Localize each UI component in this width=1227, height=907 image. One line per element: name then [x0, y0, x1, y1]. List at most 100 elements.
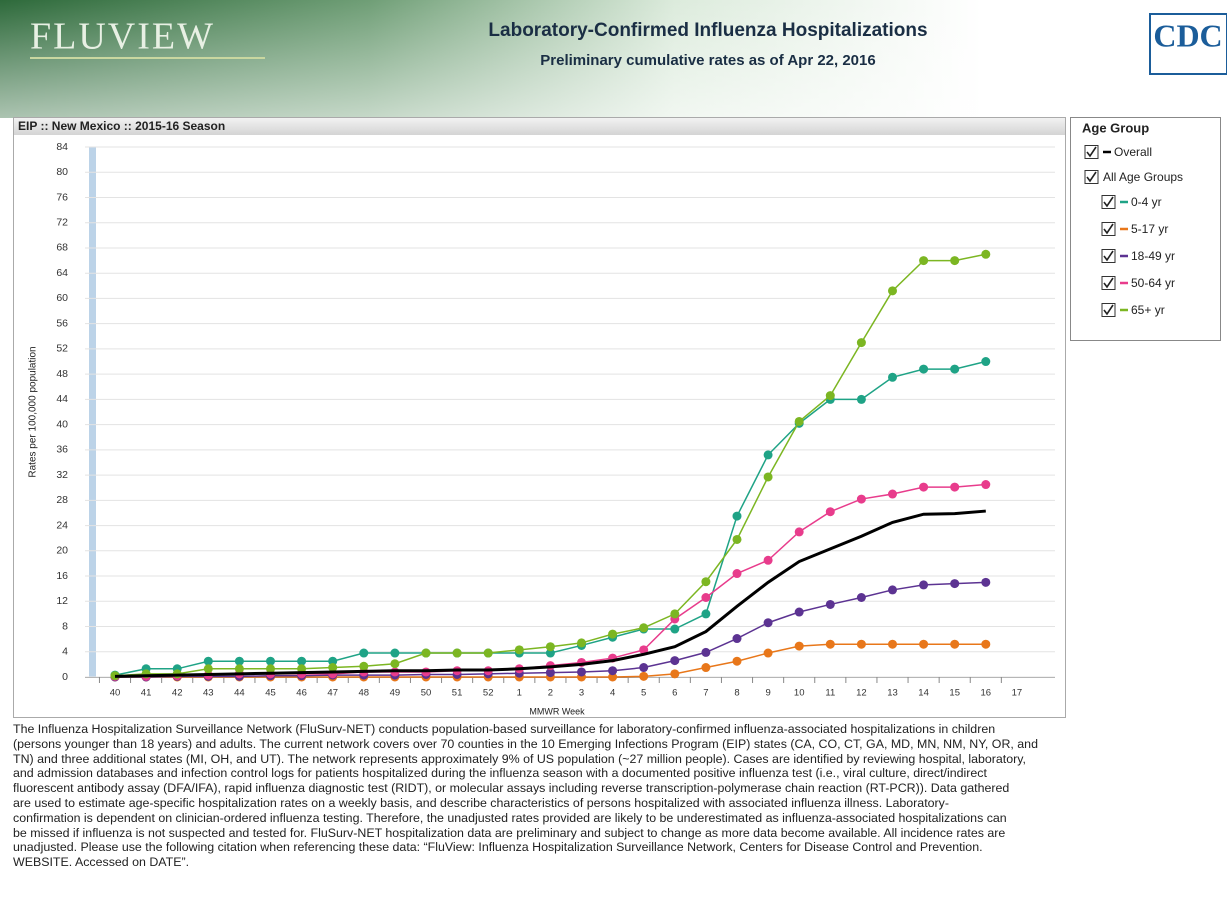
data-point	[328, 656, 338, 666]
y-tick-label: 72	[56, 216, 68, 228]
y-tick-label: 4	[62, 646, 68, 658]
chart-title-bar	[14, 118, 1065, 135]
x-tick-label: 50	[421, 688, 432, 699]
y-tick-label: 56	[56, 317, 68, 329]
data-point	[545, 648, 555, 658]
x-tick-label: 48	[359, 688, 370, 699]
x-tick-label: 43	[203, 688, 214, 699]
checkmark	[1103, 304, 1114, 316]
data-point	[981, 480, 991, 490]
checkmark	[1103, 250, 1114, 262]
y-tick-label: 16	[56, 570, 68, 582]
logo: FLUVIEW	[30, 16, 215, 58]
data-point	[639, 671, 649, 681]
x-tick-label: 41	[141, 688, 152, 699]
data-point	[950, 579, 960, 589]
y-tick-label: 24	[56, 519, 68, 531]
legend-label[interactable]: 0-4 yr	[1131, 195, 1162, 209]
y-tick-label: 8	[62, 620, 68, 632]
data-point	[794, 527, 804, 537]
data-point	[825, 391, 835, 401]
checkmark	[1086, 171, 1097, 183]
data-point	[639, 623, 649, 633]
x-tick-label: 3	[579, 688, 584, 699]
agency-logo: CDC	[1153, 17, 1222, 53]
data-point	[732, 569, 742, 579]
x-tick-label: 2	[548, 688, 553, 699]
data-point	[763, 450, 773, 460]
y-tick-label: 0	[62, 671, 68, 683]
data-point	[483, 648, 493, 658]
data-point	[390, 659, 400, 669]
data-point	[794, 641, 804, 651]
description: The Influenza Hospitalization Surveillan…	[13, 722, 1225, 870]
data-point	[825, 639, 835, 649]
data-point	[981, 577, 991, 587]
data-point	[825, 599, 835, 609]
x-tick-label: 10	[794, 688, 805, 699]
y-axis-title: Rates per 100,000 population	[28, 346, 39, 477]
legend-label[interactable]: All Age Groups	[1103, 170, 1183, 184]
x-tick-label: 15	[949, 688, 960, 699]
x-tick-label: 46	[296, 688, 307, 699]
checkmark	[1103, 277, 1114, 289]
description-line: are used to estimate age-specific hospit…	[13, 795, 949, 810]
data-point	[888, 639, 897, 649]
x-tick-label: 16	[981, 688, 992, 699]
page-subtitle: Preliminary cumulative rates as of Apr 2…	[540, 52, 875, 69]
data-point	[359, 661, 369, 671]
data-point	[794, 416, 804, 426]
left-band	[89, 147, 96, 677]
y-tick-label: 84	[56, 141, 68, 153]
data-point	[608, 672, 618, 682]
y-tick-label: 12	[56, 595, 68, 607]
x-tick-label: 4	[610, 688, 615, 699]
x-tick-label: 49	[390, 688, 401, 699]
data-point	[670, 609, 680, 619]
description-line: and admission databases and infection co…	[13, 766, 987, 781]
data-point	[732, 634, 742, 644]
data-point	[763, 555, 773, 565]
data-point	[856, 639, 866, 649]
y-tick-label: 68	[56, 242, 68, 254]
data-point	[701, 663, 711, 673]
y-tick-label: 20	[56, 545, 68, 557]
data-point	[701, 647, 711, 657]
data-point	[856, 338, 866, 348]
data-point	[452, 648, 462, 658]
data-point	[950, 482, 960, 492]
data-point	[888, 585, 897, 595]
checkmark	[1086, 146, 1097, 158]
data-point	[670, 669, 680, 679]
data-point	[950, 364, 960, 374]
legend-label[interactable]: 5-17 yr	[1131, 222, 1168, 236]
x-tick-label: 1	[517, 688, 522, 699]
data-point	[856, 593, 866, 602]
y-tick-label: 28	[56, 494, 68, 506]
data-point	[981, 249, 991, 259]
data-point	[732, 511, 742, 521]
data-point	[888, 372, 897, 382]
y-tick-label: 60	[56, 292, 68, 304]
data-point	[203, 664, 213, 674]
data-point	[763, 648, 773, 658]
y-tick-label: 80	[56, 166, 68, 178]
data-point	[856, 494, 866, 504]
legend-label[interactable]: 50-64 yr	[1131, 276, 1175, 290]
description-line: The Influenza Hospitalization Surveillan…	[13, 722, 996, 736]
data-point	[732, 534, 742, 544]
y-tick-label: 52	[56, 343, 68, 355]
chart-title: EIP :: New Mexico :: 2015-16 Season	[18, 119, 225, 133]
data-point	[888, 286, 897, 296]
data-point	[577, 667, 586, 677]
data-point	[919, 639, 929, 649]
legend-label[interactable]: 18-49 yr	[1131, 249, 1175, 263]
description-line: fluorescent antibody assay (DFA/IFA), ra…	[13, 781, 1010, 796]
series-line	[114, 509, 986, 678]
data-point	[266, 664, 275, 674]
legend-label[interactable]: Overall	[1114, 145, 1152, 159]
data-point	[888, 489, 897, 499]
data-point	[763, 472, 773, 482]
legend-label[interactable]: 65+ yr	[1131, 303, 1165, 317]
